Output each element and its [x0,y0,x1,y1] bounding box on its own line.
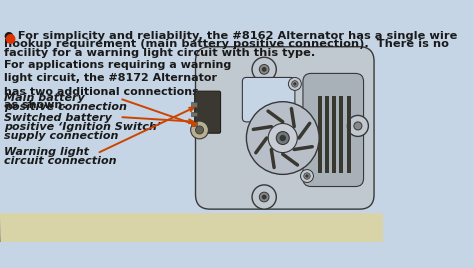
Text: Warning light: Warning light [4,147,89,157]
Text: positive ‘Ignition Switch’: positive ‘Ignition Switch’ [4,122,161,132]
Circle shape [301,170,313,183]
Text: For applications requiring a warning
light circuit, the #8172 Alternator
has two: For applications requiring a warning lig… [4,60,231,110]
Circle shape [195,126,204,134]
Circle shape [305,174,309,178]
Circle shape [354,122,362,130]
Bar [191,112,197,116]
Text: Main battery: Main battery [4,93,85,103]
Circle shape [262,195,266,199]
Circle shape [292,81,298,87]
Text: circuit connection: circuit connection [4,156,117,166]
Circle shape [259,192,269,202]
Text: facility for a warning light circuit with this type.: facility for a warning light circuit wit… [4,48,315,58]
Bar [191,122,197,126]
Circle shape [259,65,269,74]
Text: positive connection: positive connection [4,102,127,112]
Text: Switched battery: Switched battery [4,113,112,123]
Circle shape [268,124,297,152]
Bar [325,96,329,173]
Text: hookup requirement (main battery positive connection).  There is no: hookup requirement (main battery positiv… [4,39,449,50]
Circle shape [304,173,310,179]
Circle shape [293,82,297,85]
Circle shape [280,135,286,141]
Circle shape [288,77,301,90]
Bar [318,96,321,173]
Circle shape [276,132,289,144]
Circle shape [252,57,276,81]
Text: ●: ● [4,31,15,44]
Circle shape [347,116,368,136]
Circle shape [191,121,209,139]
FancyBboxPatch shape [0,213,388,247]
FancyBboxPatch shape [242,77,295,122]
Bar [332,96,336,173]
FancyBboxPatch shape [195,91,220,133]
FancyBboxPatch shape [195,47,374,209]
Circle shape [262,67,266,72]
Bar [339,96,343,173]
FancyBboxPatch shape [303,73,364,187]
Bar [191,102,197,107]
Text: supply connection: supply connection [4,131,118,141]
Text: ● For simplicity and reliability, the #8162 Alternator has a single wire: ● For simplicity and reliability, the #8… [4,31,457,40]
Circle shape [252,185,276,209]
Circle shape [246,102,319,174]
Bar [346,96,351,173]
